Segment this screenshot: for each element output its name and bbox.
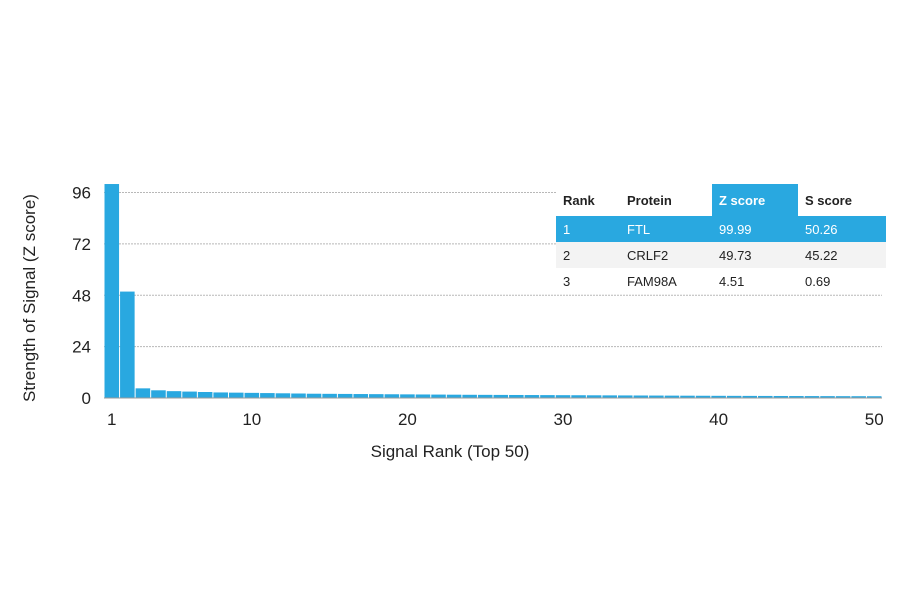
bar-rank-28 (524, 395, 540, 398)
bar-rank-16 (337, 393, 353, 398)
top-hits-table: Rank Protein Z score S score 1 FTL 99.99… (556, 184, 886, 294)
x-tick-label: 40 (709, 410, 728, 429)
bar-rank-1 (104, 184, 120, 398)
bar-rank-3 (135, 388, 151, 398)
bar-rank-14 (306, 393, 322, 398)
x-tick-label: 50 (865, 410, 884, 429)
bar-rank-31 (571, 395, 586, 398)
bar-rank-44 (773, 395, 789, 398)
bar-rank-11 (260, 393, 275, 398)
bar-rank-42 (742, 395, 758, 398)
header-z-score: Z score (712, 184, 798, 216)
table-row: 2 CRLF2 49.73 45.22 (556, 242, 886, 268)
bar-rank-2 (120, 291, 135, 398)
cell-protein: CRLF2 (620, 242, 712, 268)
bar-rank-37 (664, 395, 680, 398)
bar-rank-40 (711, 395, 726, 398)
bar-rank-12 (275, 393, 291, 398)
bar-rank-34 (617, 395, 633, 398)
bar-rank-35 (633, 395, 649, 398)
bar-rank-17 (353, 394, 369, 398)
bars (104, 184, 882, 398)
bar-rank-41 (726, 395, 742, 398)
header-s-score: S score (805, 192, 852, 208)
x-tick-label: 20 (398, 410, 417, 429)
bar-rank-4 (151, 390, 166, 398)
bar-rank-26 (493, 394, 509, 398)
y-tick-label: 72 (72, 235, 91, 254)
header-rank: Rank (563, 192, 595, 208)
bar-rank-24 (462, 394, 477, 398)
table-row: 3 FAM98A 4.51 0.69 (556, 268, 886, 294)
bar-rank-38 (680, 395, 695, 398)
bar-rank-27 (509, 394, 524, 398)
x-tick-label: 1 (107, 410, 116, 429)
bar-rank-13 (291, 393, 306, 398)
cell-z-score: 99.99 (712, 216, 798, 242)
y-tick-label: 96 (72, 184, 91, 203)
bar-rank-22 (431, 394, 446, 398)
bar-rank-50 (866, 396, 882, 398)
bar-rank-6 (182, 391, 197, 398)
cell-protein: FTL (620, 216, 712, 242)
cell-s-score: 45.22 (798, 242, 886, 268)
y-tick-label: 0 (82, 389, 91, 408)
bar-rank-43 (758, 395, 773, 398)
bar-rank-20 (400, 394, 415, 398)
x-tick-label: 10 (242, 410, 261, 429)
bar-rank-49 (851, 396, 866, 398)
x-tick-labels: 1 10 20 30 40 50 (107, 410, 884, 429)
bar-rank-47 (820, 396, 835, 398)
cell-s-score: 50.26 (798, 216, 886, 242)
x-tick-label: 30 (554, 410, 573, 429)
bar-rank-23 (446, 394, 462, 398)
x-axis-title: Signal Rank (Top 50) (371, 442, 530, 461)
cell-s-score: 0.69 (798, 268, 886, 294)
bar-rank-30 (555, 395, 571, 398)
bar-rank-8 (213, 392, 228, 398)
y-tick-label: 48 (72, 286, 91, 305)
bar-rank-48 (835, 396, 851, 398)
bar-rank-15 (322, 393, 337, 398)
bar-rank-5 (166, 391, 182, 398)
bar-rank-7 (197, 392, 213, 398)
table-header-row: Rank Protein Z score S score (556, 184, 886, 216)
cell-z-score: 4.51 (712, 268, 798, 294)
bar-rank-19 (384, 394, 400, 398)
bar-rank-39 (695, 395, 711, 398)
bar-rank-9 (228, 392, 244, 398)
bar-rank-36 (649, 395, 664, 398)
bar-rank-25 (477, 394, 493, 398)
cell-rank: 1 (556, 216, 620, 242)
y-tick-label: 24 (72, 338, 91, 357)
cell-z-score: 49.73 (712, 242, 798, 268)
bar-rank-33 (602, 395, 617, 398)
cell-rank: 2 (556, 242, 620, 268)
bar-rank-21 (415, 394, 431, 398)
bar-rank-45 (789, 396, 804, 398)
y-tick-labels: 0 24 48 72 96 (72, 184, 91, 408)
table-row: 1 FTL 99.99 50.26 (556, 216, 886, 242)
header-protein: Protein (627, 192, 672, 208)
bar-rank-18 (369, 394, 384, 398)
bar-rank-32 (586, 395, 602, 398)
bar-rank-46 (804, 396, 820, 398)
bar-rank-29 (540, 395, 555, 398)
bar-rank-10 (244, 392, 260, 398)
cell-rank: 3 (556, 268, 620, 294)
y-axis-title: Strength of Signal (Z score) (20, 194, 39, 402)
cell-protein: FAM98A (620, 268, 712, 294)
